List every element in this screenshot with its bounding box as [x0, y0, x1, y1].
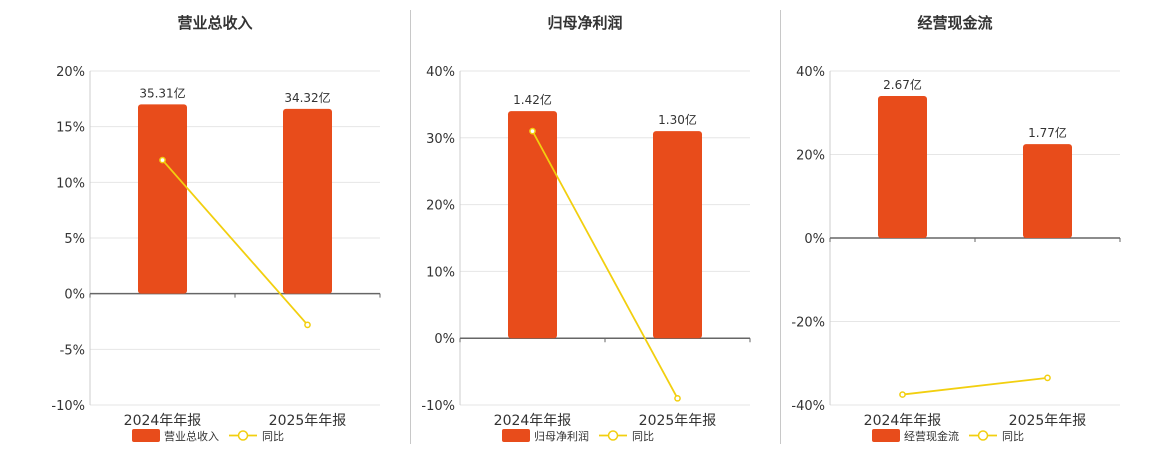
y-tick-label: 10%: [426, 265, 455, 280]
bar-data-label: 34.32亿: [284, 90, 330, 105]
legend-line-label: 同比: [1002, 430, 1024, 443]
y-tick-label: 40%: [796, 65, 825, 80]
bar: [878, 96, 927, 238]
y-tick-label: 20%: [56, 65, 85, 80]
legend-line-marker: [237, 430, 249, 441]
legend-bar-label: 归母净利润: [534, 429, 589, 443]
net-profit-chart: 归母净利润 -10% 0% 10% 20% 30% 40% 1.42亿 1.30亿 2024年年报…: [421, 14, 751, 443]
y-tick-label: 0%: [434, 332, 455, 347]
yoy-line: [161, 159, 309, 326]
legend-line-label: 同比: [632, 430, 654, 443]
yoy-line: [902, 376, 1048, 396]
yoy-point: [1044, 374, 1051, 382]
yoy-point: [899, 391, 906, 398]
y-tick-label: 30%: [426, 132, 455, 147]
x-tick-label: 2024年年报: [864, 413, 942, 429]
bar: [508, 111, 557, 339]
chart-title: 营业总收入: [177, 14, 252, 32]
yoy-point: [159, 156, 166, 164]
x-tick-label: 2024年年报: [494, 413, 572, 429]
bar-data-label: 1.42亿: [513, 92, 552, 107]
legend-line-marker: [977, 430, 989, 441]
chart-panel-net-profit: 归母净利润 -10% 0% 10% 20% 30% 40% 1.42亿 1.30亿 2024年年报…: [395, 0, 765, 450]
chart-title: 经营现金流: [917, 14, 992, 32]
y-tick-label: 20%: [796, 149, 825, 164]
y-tick-label: 15%: [56, 121, 85, 136]
x-tick-label: 2024年年报: [124, 413, 202, 429]
chart-title: 归母净利润: [547, 14, 622, 32]
y-tick-label: -10%: [51, 399, 85, 414]
bar: [653, 131, 702, 339]
y-tick-label: 40%: [426, 65, 455, 80]
legend-bar-label: 经营现金流: [904, 429, 959, 443]
panel-divider: [410, 10, 411, 444]
yoy-point: [304, 321, 311, 329]
revenue-chart: 营业总收入 -10% -5% 0% 5% 10% 15% 20% 35.31亿 34.32亿 202…: [51, 14, 381, 443]
chart-panel-cash-flow: 经营现金流 -40% -20% 0% 20% 40% 2.67亿 1.77亿 2024年年报 20…: [765, 0, 1135, 450]
legend-bar-label: 营业总收入: [164, 429, 219, 443]
bar: [138, 104, 187, 294]
y-tick-label: -10%: [421, 399, 455, 414]
legend-bar-swatch: [132, 429, 160, 442]
y-tick-label: 0%: [64, 288, 85, 303]
legend-bar-swatch: [502, 429, 530, 442]
y-tick-label: 10%: [56, 176, 85, 191]
bar-data-label: 1.77亿: [1028, 125, 1067, 140]
y-tick-label: -40%: [791, 399, 825, 414]
bar: [283, 108, 332, 294]
legend-bar-swatch: [872, 429, 900, 442]
panel-divider: [780, 10, 781, 444]
bar-data-label: 2.67亿: [883, 77, 922, 92]
legend-line-label: 同比: [262, 430, 284, 443]
yoy-point: [674, 394, 681, 402]
bar-data-label: 1.30亿: [658, 112, 697, 127]
cash-flow-chart: 经营现金流 -40% -20% 0% 20% 40% 2.67亿 1.77亿 2024年年报 20…: [791, 14, 1121, 443]
legend-line-marker: [607, 430, 619, 441]
x-tick-label: 2025年年报: [1009, 413, 1087, 429]
yoy-line: [531, 130, 679, 399]
bar-data-label: 35.31亿: [139, 85, 185, 100]
bar: [1023, 144, 1072, 238]
y-tick-label: -20%: [791, 316, 825, 331]
yoy-point: [529, 127, 536, 135]
chart-panel-revenue: 营业总收入 -10% -5% 0% 5% 10% 15% 20% 35.31亿 34.32亿 202…: [25, 0, 395, 450]
x-tick-label: 2025年年报: [639, 413, 717, 429]
y-tick-label: 0%: [804, 232, 825, 247]
y-tick-label: 5%: [64, 232, 85, 247]
y-tick-label: 20%: [426, 199, 455, 214]
y-tick-label: -5%: [60, 343, 85, 358]
x-tick-label: 2025年年报: [269, 413, 347, 429]
